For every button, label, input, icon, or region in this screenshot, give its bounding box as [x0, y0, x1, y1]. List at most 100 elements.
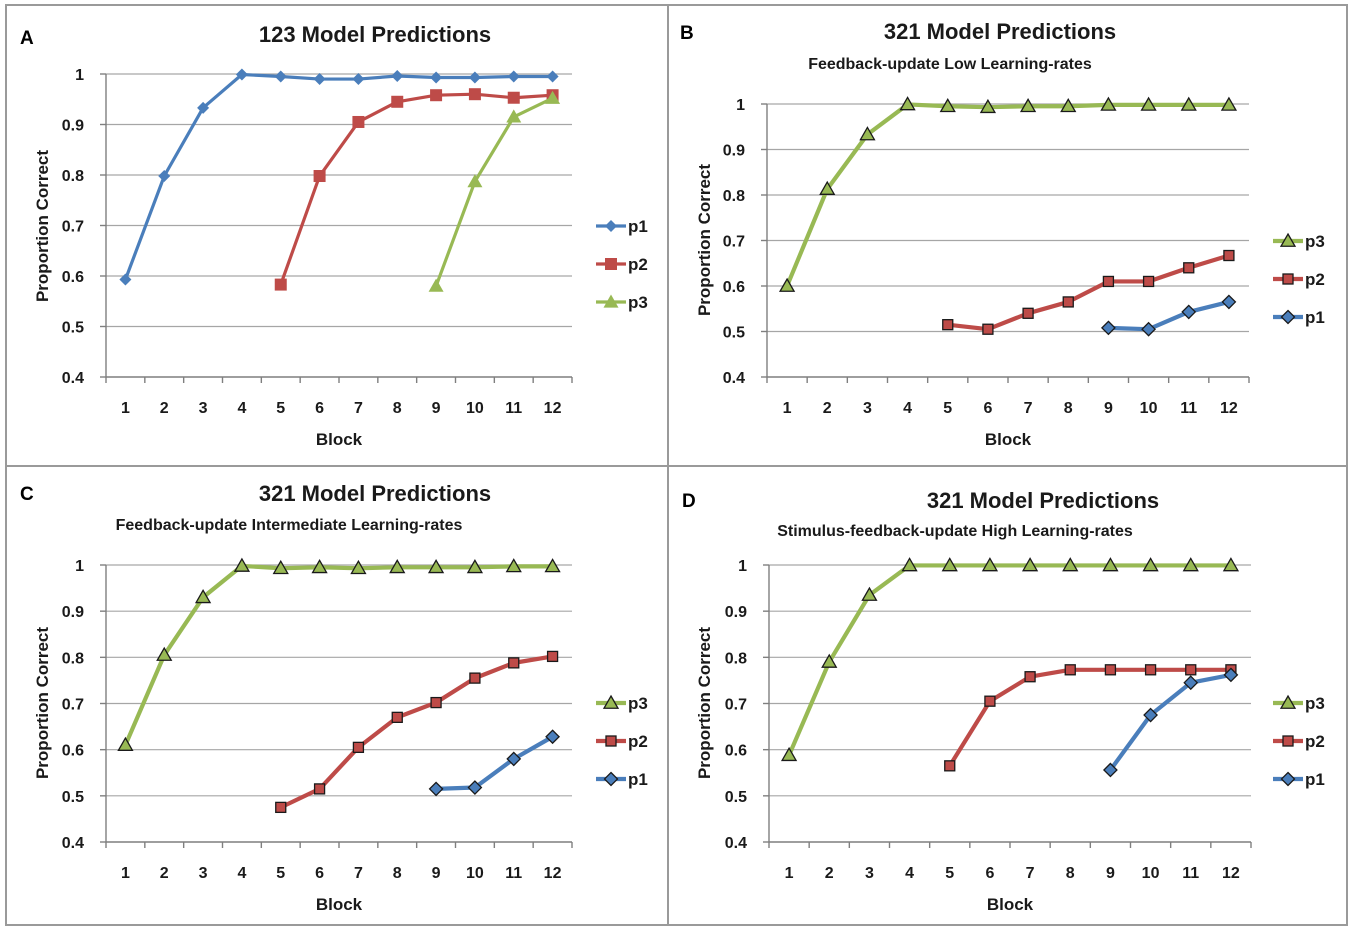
panel-frame [5, 465, 669, 926]
series-p2 [942, 249, 1235, 335]
legend-marker [605, 220, 617, 232]
legend-item-p1: p1 [1273, 770, 1325, 789]
x-tick-label: 11 [1182, 865, 1199, 882]
chart-title: 321 Model Predictions [884, 19, 1116, 44]
x-axis-title: Block [985, 430, 1032, 449]
legend-marker [1282, 735, 1294, 747]
data-point-p3 [979, 98, 997, 114]
data-point-p1 [313, 73, 326, 86]
legend-label: p1 [628, 770, 648, 789]
legend-item-p1: p1 [596, 770, 648, 789]
data-point-p3 [899, 96, 916, 111]
x-tick-label: 2 [160, 865, 169, 882]
y-tick-label: 0.6 [723, 279, 745, 296]
data-point-p1 [467, 780, 483, 795]
series-line-p2 [279, 92, 553, 286]
x-tick-label: 11 [505, 400, 522, 417]
x-tick-label: 4 [237, 400, 246, 417]
data-point-p3 [505, 558, 522, 573]
x-axis-title: Block [316, 895, 363, 914]
x-tick-label: 12 [1222, 865, 1240, 882]
legend-marker [1279, 694, 1297, 709]
x-tick-label: 3 [199, 400, 208, 417]
y-tick-label: 0.4 [62, 835, 84, 852]
chart-panel-d: D 321 Model Predictions Stimulus-feedback-… [667, 465, 1348, 926]
series-line-p1 [1108, 672, 1232, 772]
series-line-p3 [785, 102, 1229, 287]
legend-label: p3 [628, 293, 648, 312]
x-tick-label: 2 [160, 400, 169, 417]
y-tick-label: 0.5 [62, 320, 84, 337]
x-tick-label: 11 [1180, 400, 1197, 417]
legend: p3 p2 p1 [1273, 694, 1325, 789]
series-p2 [274, 88, 559, 291]
legend-marker [605, 258, 617, 270]
panel-frame [667, 465, 1348, 926]
legend-label: p2 [1305, 270, 1325, 289]
x-tick-label: 7 [354, 865, 363, 882]
data-point-p2 [1142, 275, 1155, 288]
x-tick-label: 6 [315, 865, 324, 882]
y-tick-label: 1 [738, 558, 747, 575]
data-point-p2 [430, 89, 443, 102]
x-tick-label: 9 [1104, 400, 1113, 417]
y-tick-label: 1 [736, 97, 745, 114]
legend-item-p2: p2 [596, 732, 648, 751]
data-point-p3 [389, 558, 406, 574]
data-point-p3 [350, 559, 367, 575]
series-p3 [428, 90, 561, 292]
x-tick-label: 10 [466, 400, 484, 417]
x-tick-label: 11 [505, 865, 522, 882]
y-tick-label: 1 [75, 558, 84, 575]
legend-item-p3: p3 [1273, 694, 1325, 713]
data-point-p3 [1220, 96, 1238, 111]
data-point-p3 [1180, 96, 1197, 111]
series-line-p3 [787, 563, 1231, 757]
legend-marker [1282, 273, 1294, 285]
legend-label: p3 [1305, 694, 1325, 713]
data-point-p2 [1064, 664, 1076, 676]
data-point-p3 [859, 126, 876, 141]
data-point-p1 [430, 71, 443, 84]
panel-letter: C [20, 484, 34, 505]
legend-marker [605, 735, 617, 747]
y-tick-label: 0.8 [723, 188, 745, 205]
data-point-p3 [544, 558, 561, 573]
series-p1 [1102, 667, 1239, 778]
data-point-p1 [158, 170, 171, 183]
data-point-p1 [235, 68, 248, 81]
x-tick-label: 5 [945, 865, 954, 882]
y-tick-label: 0.5 [725, 789, 747, 806]
series-p3 [117, 557, 561, 751]
x-tick-label: 7 [1024, 400, 1033, 417]
legend-item-p3: p3 [1273, 232, 1325, 251]
y-tick-label: 0.9 [62, 604, 84, 621]
data-point-p3 [1100, 96, 1117, 111]
series-line-p1 [123, 72, 553, 281]
x-tick-label: 2 [825, 865, 834, 882]
data-point-p3 [1019, 97, 1037, 113]
data-point-p3 [941, 557, 958, 572]
legend-marker [1280, 771, 1296, 787]
data-point-p1 [1221, 294, 1237, 310]
data-point-p3 [1222, 557, 1240, 572]
legend-marker [602, 694, 620, 709]
data-point-p1 [507, 70, 520, 83]
series-p1 [428, 729, 561, 797]
chart-title: 321 Model Predictions [927, 488, 1159, 513]
legend-item-p1: p1 [1273, 308, 1325, 327]
data-point-p3 [1182, 557, 1199, 572]
y-tick-label: 0.9 [723, 143, 745, 160]
panel-letter: A [20, 28, 34, 49]
data-point-p2 [944, 760, 956, 772]
data-point-p2 [982, 323, 994, 335]
data-point-p3 [981, 557, 999, 572]
x-tick-label: 3 [865, 865, 874, 882]
chart-panel-c: C 321 Model Predictions Feedback-update In… [5, 465, 669, 926]
data-point-p1 [352, 73, 365, 86]
data-point-p3 [545, 90, 561, 104]
series-line-p3 [434, 96, 554, 287]
legend-item-p2: p2 [1273, 270, 1325, 289]
series-p3 [780, 557, 1240, 762]
